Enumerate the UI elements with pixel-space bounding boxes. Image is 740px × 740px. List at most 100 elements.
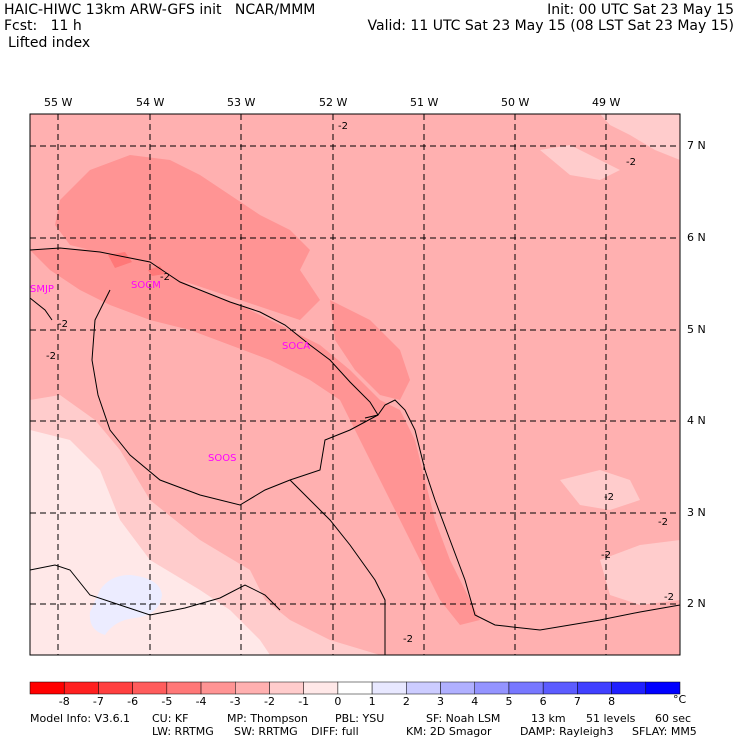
lon-label-55w: 55 W — [44, 96, 73, 109]
colorbar-swatch — [474, 681, 510, 695]
contour-label: -2 — [338, 121, 348, 132]
lon-label-53w: 53 W — [227, 96, 256, 109]
contour-label: -2 — [58, 319, 68, 330]
contour-label: -2 — [658, 517, 668, 528]
contour-label: -2 — [664, 592, 674, 603]
colorbar-swatch — [98, 681, 133, 695]
field-name: Lifted index — [8, 35, 91, 51]
init-time: Init: 00 UTC Sat 23 May 15 — [547, 2, 734, 18]
model-info-sf: SF: Noah LSM — [426, 712, 501, 725]
model-info-version: Model Info: V3.6.1 — [30, 712, 131, 725]
lon-label-49w: 49 W — [592, 96, 621, 109]
colorbar-swatch — [337, 681, 373, 695]
colorbar-swatch — [166, 681, 202, 695]
colorbar-tick-label: 3 — [437, 695, 445, 708]
contour-label: -2 — [626, 157, 636, 168]
colorbar-swatch — [406, 681, 441, 695]
station-socm: SOCM — [131, 280, 161, 291]
colorbar-swatch — [371, 681, 407, 695]
valid-time: Valid: 11 UTC Sat 23 May 15 (08 LST Sat … — [367, 18, 734, 34]
station-soca: SOCA — [282, 341, 311, 352]
shade-minus3-coastal — [30, 248, 480, 625]
model-info-sw: SW: RRTMG — [234, 725, 298, 738]
lat-label-6n: 6 N — [687, 231, 706, 244]
colorbar-swatch — [235, 681, 270, 695]
contour-label: -2 — [46, 351, 56, 362]
forecast-hour: Fcst: 11 h — [4, 18, 82, 34]
colorbar-swatch — [542, 681, 578, 695]
shade-minus1-e2 — [600, 540, 680, 605]
border-river — [364, 414, 379, 419]
model-info-km: KM: 2D Smagor — [406, 725, 492, 738]
colorbar-tick-label: 8 — [608, 695, 616, 708]
colorbar-swatch — [29, 681, 65, 695]
colorbar-swatch — [577, 681, 612, 695]
colorbar-tick-label: -7 — [92, 695, 104, 708]
colorbar-swatch — [269, 681, 304, 695]
shade-minus4-spot — [108, 252, 132, 268]
contour-label: -2 — [403, 634, 413, 645]
model-info-mp: MP: Thompson — [227, 712, 308, 725]
shade-positive-blob — [89, 575, 162, 635]
model-info-timestep: 60 sec — [655, 712, 692, 725]
colorbar-tick-label: -5 — [161, 695, 173, 708]
station-smjp: SMJP — [30, 284, 54, 295]
shade-zero-sw — [30, 430, 270, 655]
colorbar-swatch — [132, 681, 168, 695]
colorbar-tick-label: -2 — [263, 695, 275, 708]
colorbar-unit: °C — [673, 693, 687, 706]
model-title: HAIC-HIWC 13km ARW-GFS init NCAR/MMM — [4, 2, 316, 18]
shade-minus3-east — [330, 300, 410, 400]
shade-minus4-spot-2 — [148, 266, 165, 276]
colorbar-tick-label: -3 — [229, 695, 241, 708]
colorbar-tick-label: 6 — [539, 695, 547, 708]
shade-minus1-e3 — [540, 145, 620, 180]
lon-label-54w: 54 W — [136, 96, 165, 109]
lat-label-7n: 7 N — [687, 139, 706, 152]
model-info-diff: DIFF: full — [311, 725, 359, 738]
map-frame — [29, 113, 681, 656]
shade-minus1-e1 — [560, 470, 640, 510]
lat-label-3n: 3 N — [687, 506, 706, 519]
lon-label-51w: 51 W — [410, 96, 439, 109]
colorbar-tick-label: -1 — [298, 695, 310, 708]
coastline — [29, 247, 681, 631]
lat-label-5n: 5 N — [687, 323, 706, 336]
border-west — [29, 297, 53, 321]
contour-label: -2 — [604, 492, 614, 503]
contour-label: -2 — [601, 550, 611, 561]
graticule — [30, 114, 680, 655]
colorbar-swatch — [611, 681, 647, 695]
colorbar-tick-label: 2 — [402, 695, 410, 708]
model-info-resolution: 13 km — [531, 712, 566, 725]
lifted-index-field — [30, 114, 680, 655]
lon-label-52w: 52 W — [319, 96, 348, 109]
colorbar-tick-label: -6 — [127, 695, 139, 708]
colorbar-swatch — [645, 681, 681, 695]
model-info-levels: 51 levels — [586, 712, 636, 725]
station-soos: SOOS — [208, 453, 237, 464]
colorbar-tick-label: 7 — [573, 695, 581, 708]
model-info-damp: DAMP: Rayleigh3 — [520, 725, 614, 738]
colorbar-swatch — [303, 681, 339, 695]
model-info-pbl: PBL: YSU — [335, 712, 385, 725]
shade-minus1-ne — [600, 114, 680, 160]
colorbar-tick-label: 1 — [368, 695, 376, 708]
lat-label-4n: 4 N — [687, 414, 706, 427]
colorbar-swatch — [200, 681, 236, 695]
colorbar-tick-label: 0 — [334, 695, 342, 708]
colorbar-swatch — [508, 681, 544, 695]
lon-label-50w: 50 W — [501, 96, 530, 109]
colorbar-tick-label: 4 — [471, 695, 479, 708]
border-french-guiana-brazil — [289, 479, 386, 655]
model-info-lw: LW: RRTMG — [152, 725, 214, 738]
coastlines — [29, 247, 681, 655]
border-suriname-guyane — [91, 289, 379, 506]
colorbar-swatch — [440, 681, 475, 695]
colorbar-tick-label: -4 — [195, 695, 207, 708]
colorbar-tick-label: -8 — [58, 695, 70, 708]
contour-label: -2 — [160, 272, 170, 283]
border-south — [29, 564, 281, 616]
